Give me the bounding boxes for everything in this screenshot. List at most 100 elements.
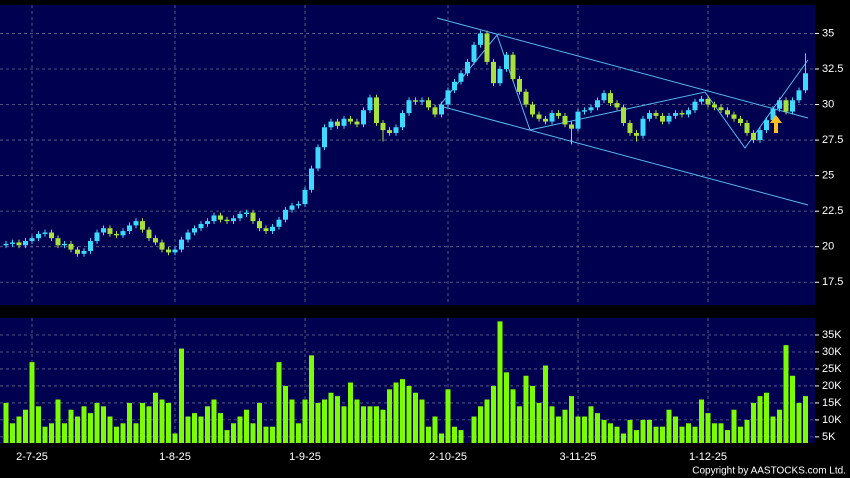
- volume-bar: [679, 426, 685, 443]
- candle-body: [218, 215, 223, 220]
- candle-body: [666, 115, 672, 122]
- candle-body: [491, 61, 496, 84]
- candle-body: [673, 113, 678, 116]
- volume-bar: [354, 399, 360, 443]
- candle-body: [614, 103, 620, 108]
- volume-bar: [367, 406, 373, 443]
- candle-body: [692, 101, 698, 111]
- candle-body: [146, 229, 152, 239]
- candle-body: [159, 242, 165, 250]
- candle-body: [770, 108, 776, 121]
- volume-bar: [94, 402, 100, 443]
- candle-body: [231, 218, 236, 222]
- volume-bar: [445, 389, 451, 443]
- y-tick-label: 22.5: [822, 205, 843, 217]
- signal-arrow: [770, 115, 782, 133]
- volume-bar: [159, 399, 165, 443]
- marks-layer: [3, 30, 808, 443]
- volume-bar: [231, 423, 236, 443]
- volume-bar: [673, 416, 678, 443]
- candle-body: [777, 100, 782, 109]
- volume-bar: [458, 430, 464, 443]
- y-tick-label: 5K: [822, 431, 836, 443]
- volume-bar: [556, 416, 561, 443]
- y-tick-label: 17.5: [822, 276, 843, 288]
- candle-body: [543, 118, 548, 122]
- volume-bar: [387, 389, 392, 443]
- candle-body: [55, 238, 61, 246]
- candle-body: [335, 121, 340, 126]
- x-tick-label: 2-7-25: [16, 451, 48, 463]
- y-tick-label: 30: [822, 98, 834, 110]
- candle-body: [764, 120, 769, 131]
- y-tick-label: 35: [822, 27, 834, 39]
- volume-bar: [686, 423, 691, 443]
- volume-bar: [484, 399, 490, 443]
- candle-body: [601, 93, 607, 101]
- volume-bar: [29, 362, 35, 443]
- candle-body: [744, 123, 750, 133]
- volume-bar: [322, 399, 327, 443]
- candle-body: [62, 243, 67, 246]
- volume-bar: [335, 396, 340, 443]
- candle-body: [315, 147, 321, 169]
- candle-body: [198, 223, 204, 229]
- y-tick-label: 15K: [822, 397, 842, 409]
- volume-bar: [172, 433, 178, 443]
- candle-body: [127, 225, 132, 232]
- candle-body: [686, 110, 691, 115]
- candle-body: [484, 33, 490, 62]
- candle-body: [257, 221, 262, 229]
- candle-body: [783, 100, 789, 112]
- candle-body: [660, 115, 665, 122]
- x-tick-label: 1-12-25: [689, 451, 727, 463]
- volume-bar: [712, 423, 717, 443]
- volume-bar: [36, 406, 41, 443]
- channel-upper: [436, 17, 809, 119]
- candle-body: [432, 107, 438, 115]
- volume-bar: [530, 385, 535, 443]
- volume-bar: [361, 406, 366, 443]
- candle-body: [309, 168, 314, 190]
- y-tick-label: 30K: [822, 346, 842, 358]
- candle-body: [205, 221, 210, 224]
- candle-body: [705, 98, 711, 105]
- volume-bar: [660, 426, 665, 443]
- candle-body: [699, 98, 704, 102]
- volume-bar: [666, 409, 672, 443]
- volume-bar: [75, 416, 80, 443]
- candle-body: [517, 78, 522, 92]
- candle-body: [322, 127, 327, 148]
- volume-bar: [634, 430, 639, 443]
- volume-bar: [426, 426, 431, 443]
- volume-bar: [510, 389, 516, 443]
- candle-body: [556, 113, 561, 116]
- volume-bar: [49, 423, 54, 443]
- volume-bar: [627, 419, 633, 443]
- candle-body: [647, 113, 652, 119]
- volume-bar: [127, 402, 132, 443]
- candle-body: [458, 73, 464, 82]
- volume-bar: [783, 345, 789, 443]
- volume-bar: [517, 406, 522, 443]
- volume-bar: [751, 402, 756, 443]
- candle-body: [42, 232, 48, 234]
- volume-bar: [777, 409, 782, 443]
- candle-body: [445, 90, 451, 105]
- y-tick-label: 10K: [822, 414, 842, 426]
- candle-body: [10, 242, 15, 244]
- candle-body: [634, 132, 639, 136]
- volume-bar: [640, 419, 646, 443]
- channel-lower: [439, 105, 809, 206]
- candle-body: [504, 54, 509, 69]
- candle-body: [361, 110, 366, 125]
- candle-body: [627, 123, 633, 133]
- candle-body: [471, 44, 477, 62]
- candle-body: [751, 132, 756, 141]
- volume-bar: [653, 426, 659, 443]
- candle-body: [575, 111, 581, 129]
- volume-bar: [283, 385, 288, 443]
- volume-bar: [452, 426, 457, 443]
- volume-bar: [504, 372, 509, 443]
